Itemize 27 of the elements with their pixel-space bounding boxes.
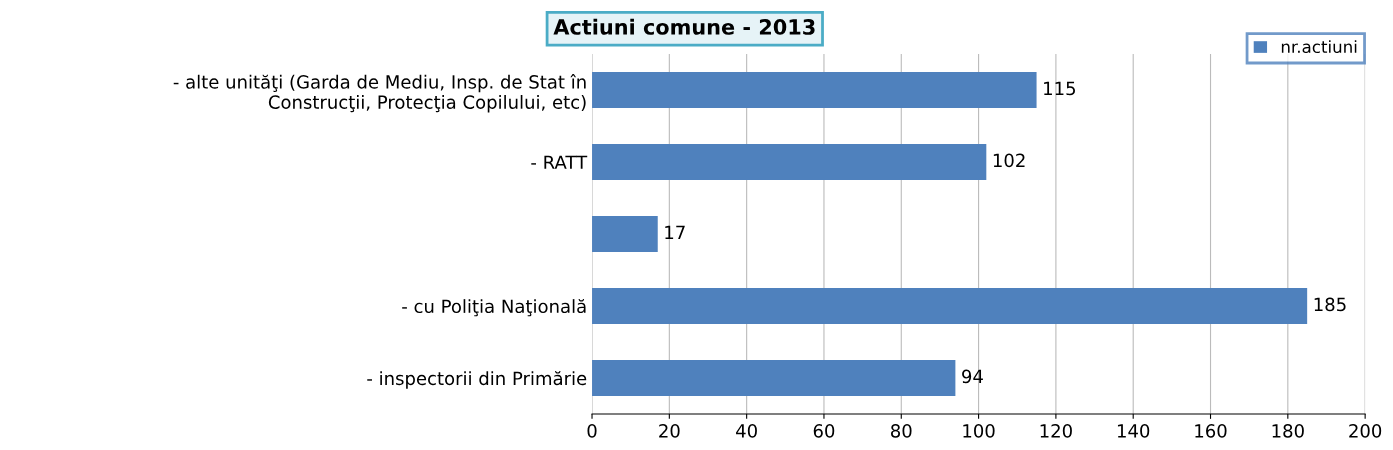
x-tick-label: 100	[963, 424, 995, 438]
y-tick-label: - inspectorii din Primărie	[367, 371, 587, 389]
bar	[592, 288, 1308, 324]
data-label: 115	[1044, 81, 1076, 96]
legend-label: nr.actiuni	[1281, 40, 1357, 54]
chart-title: Actiuni comune - 2013	[553, 18, 815, 35]
data-label: 17	[665, 225, 685, 239]
x-tick-label: 60	[813, 424, 835, 438]
x-tick-label: 120	[1040, 424, 1072, 438]
bar	[592, 144, 987, 180]
x-tick-label: 20	[659, 424, 680, 438]
x-tick-label: 140	[1117, 424, 1150, 438]
data-label: 185	[1314, 297, 1346, 312]
y-tick-label: - alte unităţi (Garda de Mediu, Insp. de Stat în Construcţii, Protecţia Copilului, etc)	[173, 74, 586, 113]
bar	[592, 72, 1037, 108]
x-tick-label: 200	[1349, 424, 1382, 438]
y-tick-label: - cu Poliţia Naţională	[402, 299, 586, 317]
x-tick-label: 40	[736, 424, 757, 438]
x-tick-label: 180	[1272, 424, 1304, 438]
y-tick-label: - RATT	[531, 155, 588, 169]
bar	[592, 216, 658, 252]
data-label: 102	[993, 153, 1025, 168]
x-tick-label: 0	[587, 424, 597, 438]
data-label: 94	[962, 369, 983, 384]
x-tick-label: 80	[891, 424, 912, 438]
x-tick-label: 160	[1195, 424, 1227, 438]
bar	[592, 360, 956, 396]
